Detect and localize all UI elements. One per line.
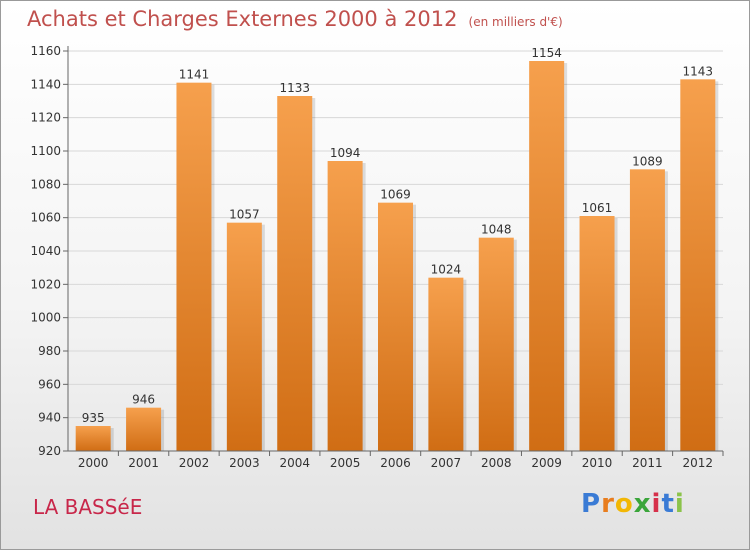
bar-2011[interactable]	[629, 169, 665, 452]
logo-letter: o	[614, 489, 634, 519]
x-tick-label: 2011	[632, 456, 663, 470]
bar-2010[interactable]	[579, 216, 615, 451]
bar-2004[interactable]	[277, 96, 313, 451]
bar-2006[interactable]	[378, 202, 413, 451]
value-labels: 935 946 1141 1057 1133 1094 1069 1024 1048 1154 10…	[82, 46, 713, 425]
x-axis: 2000 2001 2002 2003 2004 2005 2006 2007 2008 2009…	[68, 450, 724, 470]
x-tick-label: 2012	[683, 456, 714, 470]
y-tick-label: 1120	[30, 111, 61, 125]
y-tick-label: 1080	[30, 177, 61, 191]
bar-value-label: 1048	[481, 223, 512, 237]
y-tick-label: 1160	[30, 44, 61, 58]
bar-value-label: 1024	[431, 263, 462, 277]
bar-value-label: 1133	[279, 81, 310, 95]
bar-value-label: 1089	[632, 154, 663, 168]
logo-letter: i	[651, 489, 662, 519]
bar-2000[interactable]	[75, 426, 111, 451]
chart-title: Achats et Charges Externes 2000 à 2012 (…	[27, 7, 563, 31]
x-tick-label: 2006	[380, 456, 411, 470]
bar-2008[interactable]	[478, 237, 514, 451]
x-tick-label: 2004	[279, 456, 310, 470]
x-tick-label: 2007	[431, 456, 462, 470]
bar-value-label: 1061	[582, 201, 613, 215]
y-tick-label: 1040	[30, 244, 61, 258]
bar-2007[interactable]	[428, 277, 464, 451]
y-tick-label: 940	[38, 411, 61, 425]
bar-2005[interactable]	[327, 161, 363, 451]
bar-value-label: 1141	[179, 68, 210, 82]
bars	[75, 61, 719, 452]
x-tick-label: 2008	[481, 456, 512, 470]
bar-2009[interactable]	[529, 61, 565, 451]
logo-letter: r	[601, 489, 615, 519]
y-tick-label: 1000	[30, 311, 61, 325]
y-tick-label: 920	[38, 444, 61, 458]
x-tick-label: 2005	[330, 456, 361, 470]
unit-label: (en milliers d'€)	[468, 15, 563, 29]
x-tick-label: 2000	[78, 456, 109, 470]
y-tick-label: 1140	[30, 77, 61, 91]
logo-letter: P	[581, 489, 602, 519]
x-tick-label: 2003	[229, 456, 260, 470]
commune-name: LA BASSéE	[33, 495, 143, 519]
bar-2001[interactable]	[126, 407, 162, 451]
logo-letter: x	[633, 489, 652, 519]
bar-value-label: 1094	[330, 146, 361, 160]
logo-letter: t	[661, 489, 675, 519]
bar-2002[interactable]	[176, 82, 212, 452]
bar-value-label: 946	[132, 393, 155, 407]
x-tick-label: 2001	[128, 456, 159, 470]
bar-value-label: 1143	[683, 64, 714, 78]
title-text: Achats et Charges Externes 2000 à 2012	[27, 7, 458, 31]
x-tick-label: 2002	[179, 456, 210, 470]
x-tick-label: 2010	[582, 456, 613, 470]
logo-letter: i	[674, 489, 685, 519]
y-tick-label: 1100	[30, 144, 61, 158]
y-tick-label: 960	[38, 377, 61, 391]
x-tick-label: 2009	[531, 456, 562, 470]
y-tick-label: 980	[38, 344, 61, 358]
y-tick-label: 1020	[30, 277, 61, 291]
y-tick-label: 1060	[30, 211, 61, 225]
bar-2012[interactable]	[680, 79, 716, 451]
bar-value-label: 935	[82, 411, 105, 425]
proxiti-logo[interactable]: Proxiti	[581, 489, 685, 519]
y-axis: 920 940 960 980 1000 1020 1040 1060 1080 1100 1120…	[30, 44, 69, 458]
bar-2003[interactable]	[226, 222, 262, 451]
bar-value-label: 1057	[229, 208, 260, 222]
bar-value-label: 1154	[531, 46, 562, 60]
bar-value-label: 1069	[380, 188, 411, 202]
